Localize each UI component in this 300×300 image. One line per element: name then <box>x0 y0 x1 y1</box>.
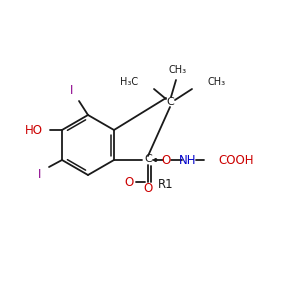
Text: C: C <box>166 97 174 107</box>
Text: CH₃: CH₃ <box>208 77 226 87</box>
Text: I: I <box>38 169 42 182</box>
Text: HO: HO <box>25 124 43 136</box>
Text: COOH: COOH <box>218 154 254 166</box>
Text: I: I <box>70 83 74 97</box>
Text: C: C <box>144 154 152 164</box>
Text: NH: NH <box>179 154 197 166</box>
Text: CH₃: CH₃ <box>169 65 187 75</box>
Text: H₃C: H₃C <box>120 77 138 87</box>
Text: O: O <box>124 176 134 188</box>
Text: R1: R1 <box>158 178 174 190</box>
Text: O: O <box>143 182 153 196</box>
Text: •: • <box>151 155 159 169</box>
Text: O: O <box>161 154 171 166</box>
